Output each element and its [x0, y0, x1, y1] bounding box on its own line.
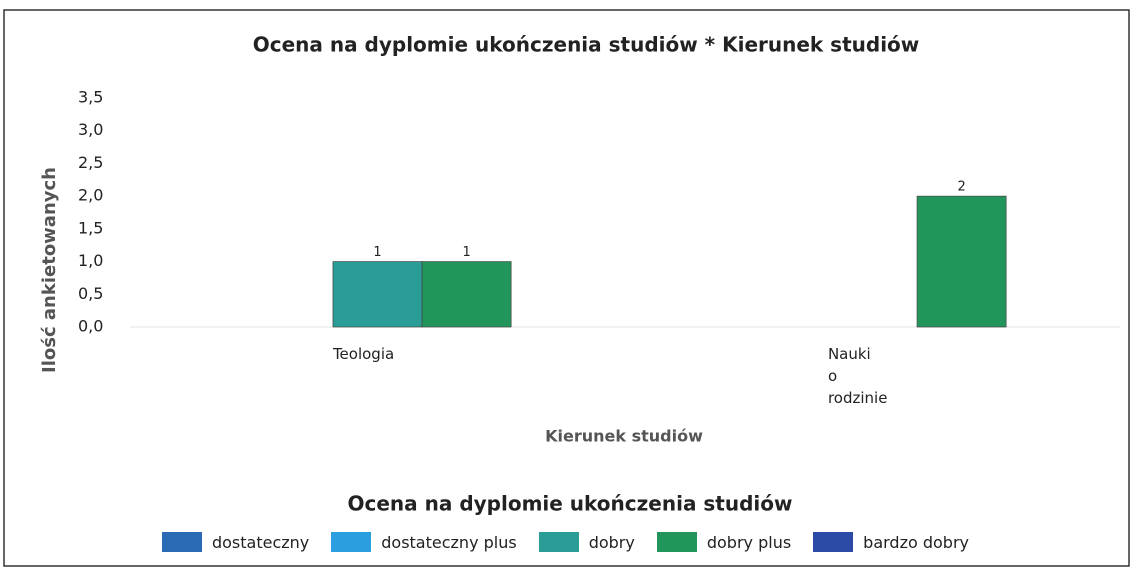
y-tick-label: 3,0 [78, 120, 103, 139]
y-tick-label: 1,5 [78, 218, 103, 237]
x-tick-label: Teologia [332, 345, 395, 363]
legend-label: dobry [588, 532, 635, 552]
legend-item: dostateczny [161, 532, 310, 552]
legend-swatch [813, 532, 854, 552]
legend-item: dobry [538, 532, 635, 552]
data-label: 2 [957, 180, 965, 195]
legend-swatch [331, 532, 372, 552]
y-tick-label: 2,5 [78, 153, 103, 172]
legend-swatch [656, 532, 697, 552]
y-tick-label: 2,0 [78, 186, 103, 205]
legend-label: dobry plus [706, 532, 792, 552]
frame [3, 9, 1130, 567]
data-label: 1 [462, 245, 470, 260]
legend-item: bardzo dobry [813, 532, 969, 552]
legend-item: dobry plus [656, 532, 792, 552]
y-tick-label: 0,5 [78, 284, 103, 303]
bar [421, 261, 512, 328]
chart-title: Ocena na dyplomie ukończenia studiów * K… [253, 33, 920, 57]
data-label: 1 [373, 245, 381, 260]
y-tick-label: 3,5 [78, 88, 103, 107]
legend-label: dostateczny plus [381, 532, 517, 552]
x-tick-label: Nauki o rodzinie [827, 345, 888, 407]
bar [332, 261, 423, 328]
y-tick-label: 0,0 [78, 317, 103, 336]
x-axis-title: Kierunek studiów [545, 427, 703, 446]
legend: dostateczny dostateczny plus dobry dobry pl… [0, 532, 1131, 552]
legend-swatch [538, 532, 579, 552]
bar [916, 195, 1007, 328]
legend-label: dostateczny [211, 532, 310, 552]
y-axis-title: Ilość ankietowanych [39, 167, 60, 373]
legend-item: dostateczny plus [331, 532, 517, 552]
legend-label: bardzo dobry [863, 532, 970, 552]
legend-swatch [161, 532, 202, 552]
y-tick-label: 1,0 [78, 251, 103, 270]
legend-title: Ocena na dyplomie ukończenia studiów [348, 492, 793, 516]
